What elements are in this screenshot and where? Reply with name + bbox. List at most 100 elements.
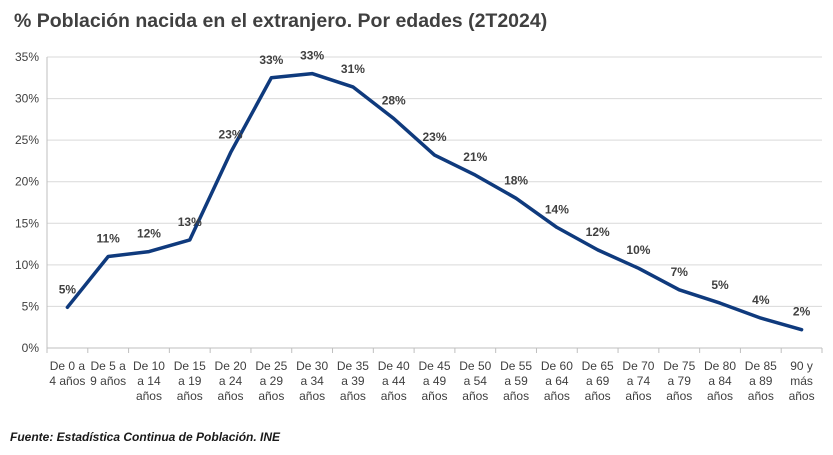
x-tick-label-line: De 80 <box>704 359 736 373</box>
y-tick-label: 0% <box>22 341 40 355</box>
x-tick-label-line: De 15 <box>174 359 206 373</box>
x-tick-label-line: De 35 <box>337 359 369 373</box>
y-tick-label: 25% <box>15 133 39 147</box>
data-label: 13% <box>178 215 202 229</box>
x-tick-label-line: De 60 <box>541 359 573 373</box>
x-tick-label-line: De 25 <box>255 359 287 373</box>
x-tick-label-line: De 50 <box>459 359 491 373</box>
x-tick-label-line: a 89 <box>749 374 773 388</box>
x-tick-label: De 35 a 39 años <box>337 359 369 403</box>
y-tick-label: 35% <box>15 50 39 64</box>
data-label: 12% <box>137 227 161 241</box>
x-tick-label: De 75 a 79 años <box>663 359 695 403</box>
x-tick-label-line: años <box>421 389 447 403</box>
x-tick-label-line: a 84 <box>708 374 732 388</box>
x-tick-label-line: a 64 <box>545 374 569 388</box>
x-tick-label: De 15 a 19 años <box>174 359 206 403</box>
x-tick-label: De 60 a 64 años <box>541 359 573 403</box>
x-tick-label-line: a 54 <box>464 374 488 388</box>
data-label: 21% <box>463 150 487 164</box>
x-tick-label-line: a 29 <box>260 374 284 388</box>
x-tick-label-line: De 75 <box>663 359 695 373</box>
x-tick-label-line: años <box>503 389 529 403</box>
x-tick-label-line: a 44 <box>382 374 406 388</box>
series <box>65 71 804 332</box>
x-tick-label-line: años <box>666 389 692 403</box>
x-tick-label-line: De 5 a <box>91 359 127 373</box>
data-label: 23% <box>422 130 446 144</box>
x-tick-label-line: 90 y <box>790 359 813 373</box>
chart-title: % Población nacida en el extranjero. Por… <box>14 10 548 32</box>
x-tick-label-line: años <box>177 389 203 403</box>
x-tick-label: De 40 a 44 años <box>378 359 410 403</box>
y-tick-label: 15% <box>15 216 39 230</box>
x-tick-label-line: más <box>790 374 813 388</box>
x-tick-label-line: años <box>340 389 366 403</box>
y-tick-label: 5% <box>22 299 40 313</box>
series-line <box>65 71 804 332</box>
y-tick-label: 10% <box>15 258 39 272</box>
data-label: 14% <box>545 202 569 216</box>
x-tick-label: De 55 a 59 años <box>500 359 532 403</box>
data-label: 4% <box>752 293 770 307</box>
x-tick-label-line: De 55 <box>500 359 532 373</box>
x-tick-label-line: De 65 <box>582 359 614 373</box>
x-tick-label-line: a 59 <box>504 374 528 388</box>
y-tick-label: 20% <box>15 175 39 189</box>
data-label: 10% <box>626 243 650 257</box>
x-tick-label-line: De 20 <box>215 359 247 373</box>
data-label: 5% <box>711 278 729 292</box>
data-label: 12% <box>586 225 610 239</box>
x-tick-label: 90 y más años <box>789 359 815 403</box>
data-label: 23% <box>219 128 243 142</box>
x-tick-label: De 50 a 54 años <box>459 359 491 403</box>
gridlines <box>47 56 822 307</box>
data-label: 11% <box>97 232 121 246</box>
data-label: 7% <box>671 265 689 279</box>
x-tick-label-line: a 34 <box>300 374 324 388</box>
x-tick-label-line: De 0 a <box>50 359 86 373</box>
data-label: 33% <box>259 53 283 67</box>
x-tick-label-line: a 19 <box>178 374 202 388</box>
x-tick-label-line: a 14 <box>137 374 161 388</box>
x-tick-label-line: a 24 <box>219 374 243 388</box>
x-tick-label-line: De 30 <box>296 359 328 373</box>
x-tick-label-line: años <box>544 389 570 403</box>
x-tick-label-line: años <box>625 389 651 403</box>
data-label: 33% <box>300 49 324 63</box>
data-label: 28% <box>382 94 406 108</box>
y-tick-label: 30% <box>15 92 39 106</box>
data-label: 18% <box>504 173 528 187</box>
x-tick-label-line: De 45 <box>418 359 450 373</box>
x-tick-label-line: De 85 <box>745 359 777 373</box>
x-tick-label-line: 4 años <box>49 374 85 388</box>
x-tick-label: De 20 a 24 años <box>215 359 247 403</box>
x-tick-label-line: a 49 <box>423 374 447 388</box>
x-tick-label: De 65 a 69 años <box>582 359 614 403</box>
x-tick-label: De 70 a 74 años <box>622 359 654 403</box>
x-tick-label-line: a 39 <box>341 374 365 388</box>
x-tick-label-line: años <box>789 389 815 403</box>
axes <box>46 57 823 353</box>
x-tick-label-line: años <box>136 389 162 403</box>
x-tick-label: De 80 a 84 años <box>704 359 736 403</box>
x-tick-label: De 85 a 89 años <box>745 359 777 403</box>
x-tick-label-line: años <box>299 389 325 403</box>
data-labels: 5% 11% 12% 13% 23% 33% 33% 31% 28% 23% 21% 18% 14% 12… <box>59 49 811 319</box>
x-tick-label-line: años <box>258 389 284 403</box>
y-axis-ticks: 0% 5% 10% 15% 20% 25% 30% 35% <box>15 50 39 355</box>
data-label: 31% <box>341 62 365 76</box>
x-tick-label-line: De 10 <box>133 359 165 373</box>
x-tick-label: De 45 a 49 años <box>418 359 450 403</box>
x-tick-label-line: años <box>218 389 244 403</box>
x-tick-label-line: años <box>707 389 733 403</box>
x-tick-label-line: 9 años <box>90 374 126 388</box>
x-tick-label-line: a 79 <box>668 374 692 388</box>
x-tick-label-line: años <box>381 389 407 403</box>
x-tick-label: De 10 a 14 años <box>133 359 165 403</box>
x-tick-label-line: años <box>748 389 774 403</box>
